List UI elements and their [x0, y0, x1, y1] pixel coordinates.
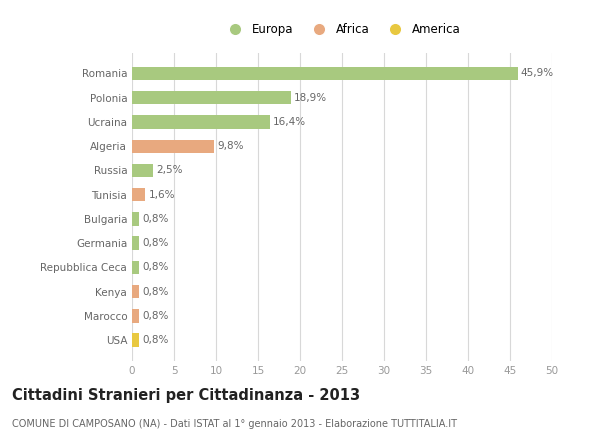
- Bar: [132, 334, 139, 347]
- Text: 0,8%: 0,8%: [142, 238, 169, 248]
- Text: 0,8%: 0,8%: [142, 311, 169, 321]
- Text: 0,8%: 0,8%: [142, 214, 169, 224]
- Text: 0,8%: 0,8%: [142, 286, 169, 297]
- Bar: [132, 261, 139, 274]
- Text: 45,9%: 45,9%: [521, 69, 554, 78]
- Bar: [132, 139, 214, 153]
- Text: 16,4%: 16,4%: [273, 117, 306, 127]
- Bar: [132, 188, 145, 202]
- Text: Cittadini Stranieri per Cittadinanza - 2013: Cittadini Stranieri per Cittadinanza - 2…: [12, 388, 360, 403]
- Text: 0,8%: 0,8%: [142, 335, 169, 345]
- Text: 18,9%: 18,9%: [294, 93, 327, 103]
- Bar: [132, 164, 153, 177]
- Bar: [132, 91, 291, 104]
- Text: COMUNE DI CAMPOSANO (NA) - Dati ISTAT al 1° gennaio 2013 - Elaborazione TUTTITAL: COMUNE DI CAMPOSANO (NA) - Dati ISTAT al…: [12, 419, 457, 429]
- Bar: [132, 67, 518, 80]
- Bar: [132, 212, 139, 226]
- Bar: [132, 309, 139, 323]
- Bar: [132, 115, 270, 128]
- Text: 1,6%: 1,6%: [149, 190, 175, 200]
- Text: 9,8%: 9,8%: [218, 141, 244, 151]
- Bar: [132, 285, 139, 298]
- Text: 2,5%: 2,5%: [157, 165, 183, 176]
- Bar: [132, 236, 139, 250]
- Legend: Europa, Africa, America: Europa, Africa, America: [218, 18, 466, 41]
- Text: 0,8%: 0,8%: [142, 262, 169, 272]
